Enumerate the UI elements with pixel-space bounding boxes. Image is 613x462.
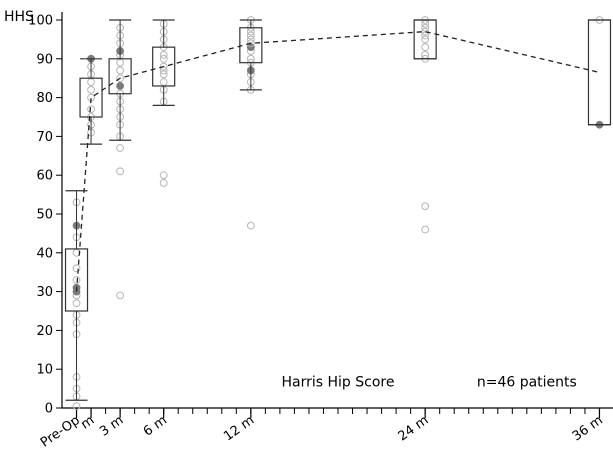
box-plots [64,19,612,401]
box-iqr [587,19,612,126]
data-point [72,276,81,284]
box-plot [152,19,176,106]
data-point [116,66,125,75]
box-iqr [152,46,176,87]
data-point [116,167,125,176]
data-point [72,402,81,410]
data-point [116,144,125,152]
data-point-filled [116,82,125,90]
x-tick-label: m [78,413,97,433]
x-tick-label: 12 m [221,413,257,444]
data-point [159,179,168,187]
box-plot [79,58,103,145]
mean-line [75,30,600,292]
y-tick-label: 90 [36,52,53,67]
y-tick-label: 60 [36,169,53,184]
data-point [159,70,168,79]
data-point [116,291,125,300]
box-iqr [64,248,89,312]
box-iqr [79,77,103,118]
data-point [87,105,95,114]
y-tick-label: 50 [36,208,53,223]
y-axis-label: HHS [4,9,34,25]
data-point [72,264,81,273]
data-point [421,23,430,32]
y-tick-label: 30 [36,285,53,300]
box-iqr [413,19,437,60]
data-point [421,31,430,40]
box-plot [239,19,263,91]
data-point [421,43,430,52]
data-point [159,62,168,71]
data-point [159,78,168,86]
data-point [159,171,168,180]
y-tick-label: 100 [28,14,53,29]
x-tick-label: 24 m [396,413,432,444]
data-point [87,78,95,86]
y-tick-label: 0 [45,402,53,417]
data-point [246,31,255,40]
data-point [159,51,168,59]
annotations: Harris Hip Score n=46 patients [282,375,577,391]
data-point [159,54,168,63]
data-point [116,74,125,83]
box-iqr [108,58,132,95]
data-point [421,225,430,234]
x-tick-label: 36 m [570,413,606,444]
data-point [246,221,255,230]
y-tick-label: 20 [36,324,53,339]
box-plot [587,19,612,126]
y-tick-label: 70 [36,130,53,145]
x-tick-label: 6 m [141,413,170,440]
box-iqr [239,27,263,64]
data-point [87,85,95,94]
mean-trend [75,30,600,292]
annotation-label: n=46 patients [477,375,577,391]
box-plot [413,19,437,60]
x-tick-label: 3 m [97,413,126,440]
data-point [72,299,81,308]
data-point [116,58,125,67]
y-tick-label: 40 [36,246,53,261]
x-tick-label: Pre-Op [38,413,83,451]
annotation-label: Harris Hip Score [282,375,395,391]
box-plot [108,19,132,141]
y-tick-label: 80 [36,91,53,106]
data-point [246,39,255,48]
data-point [421,202,430,211]
data-point [421,35,430,44]
y-tick-label: 10 [36,363,53,378]
box-plot [64,190,89,401]
data-point [421,27,430,36]
